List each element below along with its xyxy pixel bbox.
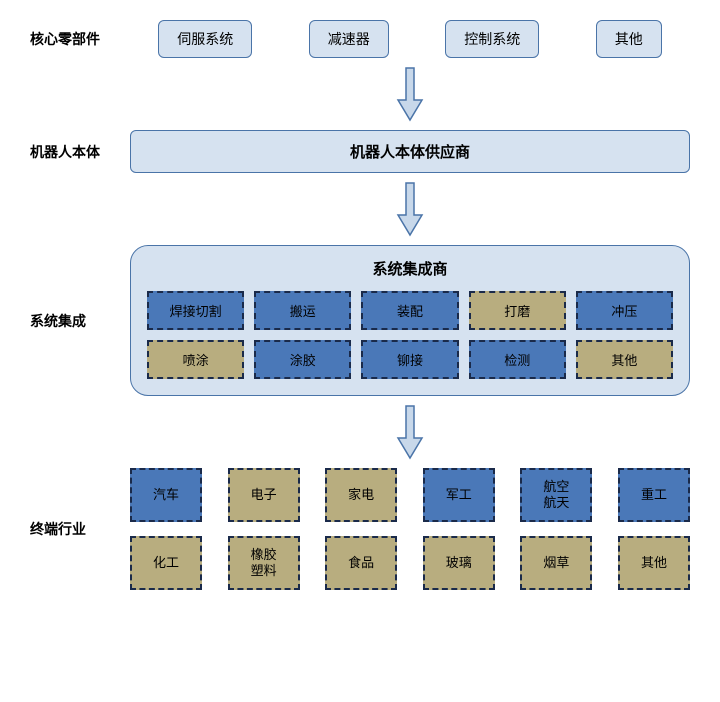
- si-assembly: 装配: [361, 291, 458, 330]
- end-electronics: 电子: [228, 468, 300, 522]
- arrow-3: [30, 396, 690, 468]
- layer2-content: 机器人本体供应商: [130, 130, 690, 173]
- si-stamping: 冲压: [576, 291, 673, 330]
- layer4-label: 终端行业: [30, 519, 130, 539]
- si-other: 其他: [576, 340, 673, 379]
- end-rubber: 橡胶塑料: [228, 536, 300, 590]
- end-aerospace: 航空航天: [520, 468, 592, 522]
- down-arrow-icon: [395, 66, 425, 122]
- arrow-1: [30, 58, 690, 130]
- integrator-row2: 喷涂 涂胶 铆接 检测 其他: [147, 340, 673, 379]
- integrator-row1: 焊接切割 搬运 装配 打磨 冲压: [147, 291, 673, 330]
- si-transport: 搬运: [254, 291, 351, 330]
- layer-core-components: 核心零部件 伺服系统 减速器 控制系统 其他: [30, 20, 690, 58]
- end-row1: 汽车 电子 家电 军工 航空航天 重工: [130, 468, 690, 522]
- core-item-1: 减速器: [309, 20, 389, 58]
- end-chem: 化工: [130, 536, 202, 590]
- layer2-label: 机器人本体: [30, 142, 130, 162]
- si-welding: 焊接切割: [147, 291, 244, 330]
- layer3-label: 系统集成: [30, 311, 130, 331]
- end-heavy: 重工: [618, 468, 690, 522]
- end-military: 军工: [423, 468, 495, 522]
- arrow-2: [30, 173, 690, 245]
- end-tobacco: 烟草: [520, 536, 592, 590]
- layer-robot-body: 机器人本体 机器人本体供应商: [30, 130, 690, 173]
- end-row2: 化工 橡胶塑料 食品 玻璃 烟草 其他: [130, 536, 690, 590]
- si-inspect: 检测: [469, 340, 566, 379]
- layer1-label: 核心零部件: [30, 29, 130, 49]
- end-appliance: 家电: [325, 468, 397, 522]
- integrator-container: 系统集成商 焊接切割 搬运 装配 打磨 冲压 喷涂 涂胶 铆接 检测 其他: [130, 245, 690, 396]
- core-item-3: 其他: [596, 20, 662, 58]
- down-arrow-icon: [395, 404, 425, 460]
- layer3-content: 系统集成商 焊接切割 搬运 装配 打磨 冲压 喷涂 涂胶 铆接 检测 其他: [130, 245, 690, 396]
- layer-end-industry: 终端行业 汽车 电子 家电 军工 航空航天 重工 化工 橡胶塑料 食品 玻璃 烟…: [30, 468, 690, 590]
- si-glue: 涂胶: [254, 340, 351, 379]
- layer4-content: 汽车 电子 家电 军工 航空航天 重工 化工 橡胶塑料 食品 玻璃 烟草 其他: [130, 468, 690, 590]
- si-spray: 喷涂: [147, 340, 244, 379]
- core-item-0: 伺服系统: [158, 20, 252, 58]
- robot-body-supplier: 机器人本体供应商: [130, 130, 690, 173]
- end-auto: 汽车: [130, 468, 202, 522]
- layer-system-integration: 系统集成 系统集成商 焊接切割 搬运 装配 打磨 冲压 喷涂 涂胶 铆接 检测 …: [30, 245, 690, 396]
- si-polish: 打磨: [469, 291, 566, 330]
- end-food: 食品: [325, 536, 397, 590]
- layer1-items: 伺服系统 减速器 控制系统 其他: [130, 20, 690, 58]
- core-item-2: 控制系统: [445, 20, 539, 58]
- end-other: 其他: [618, 536, 690, 590]
- integrator-title: 系统集成商: [147, 258, 673, 279]
- si-rivet: 铆接: [361, 340, 458, 379]
- down-arrow-icon: [395, 181, 425, 237]
- end-glass: 玻璃: [423, 536, 495, 590]
